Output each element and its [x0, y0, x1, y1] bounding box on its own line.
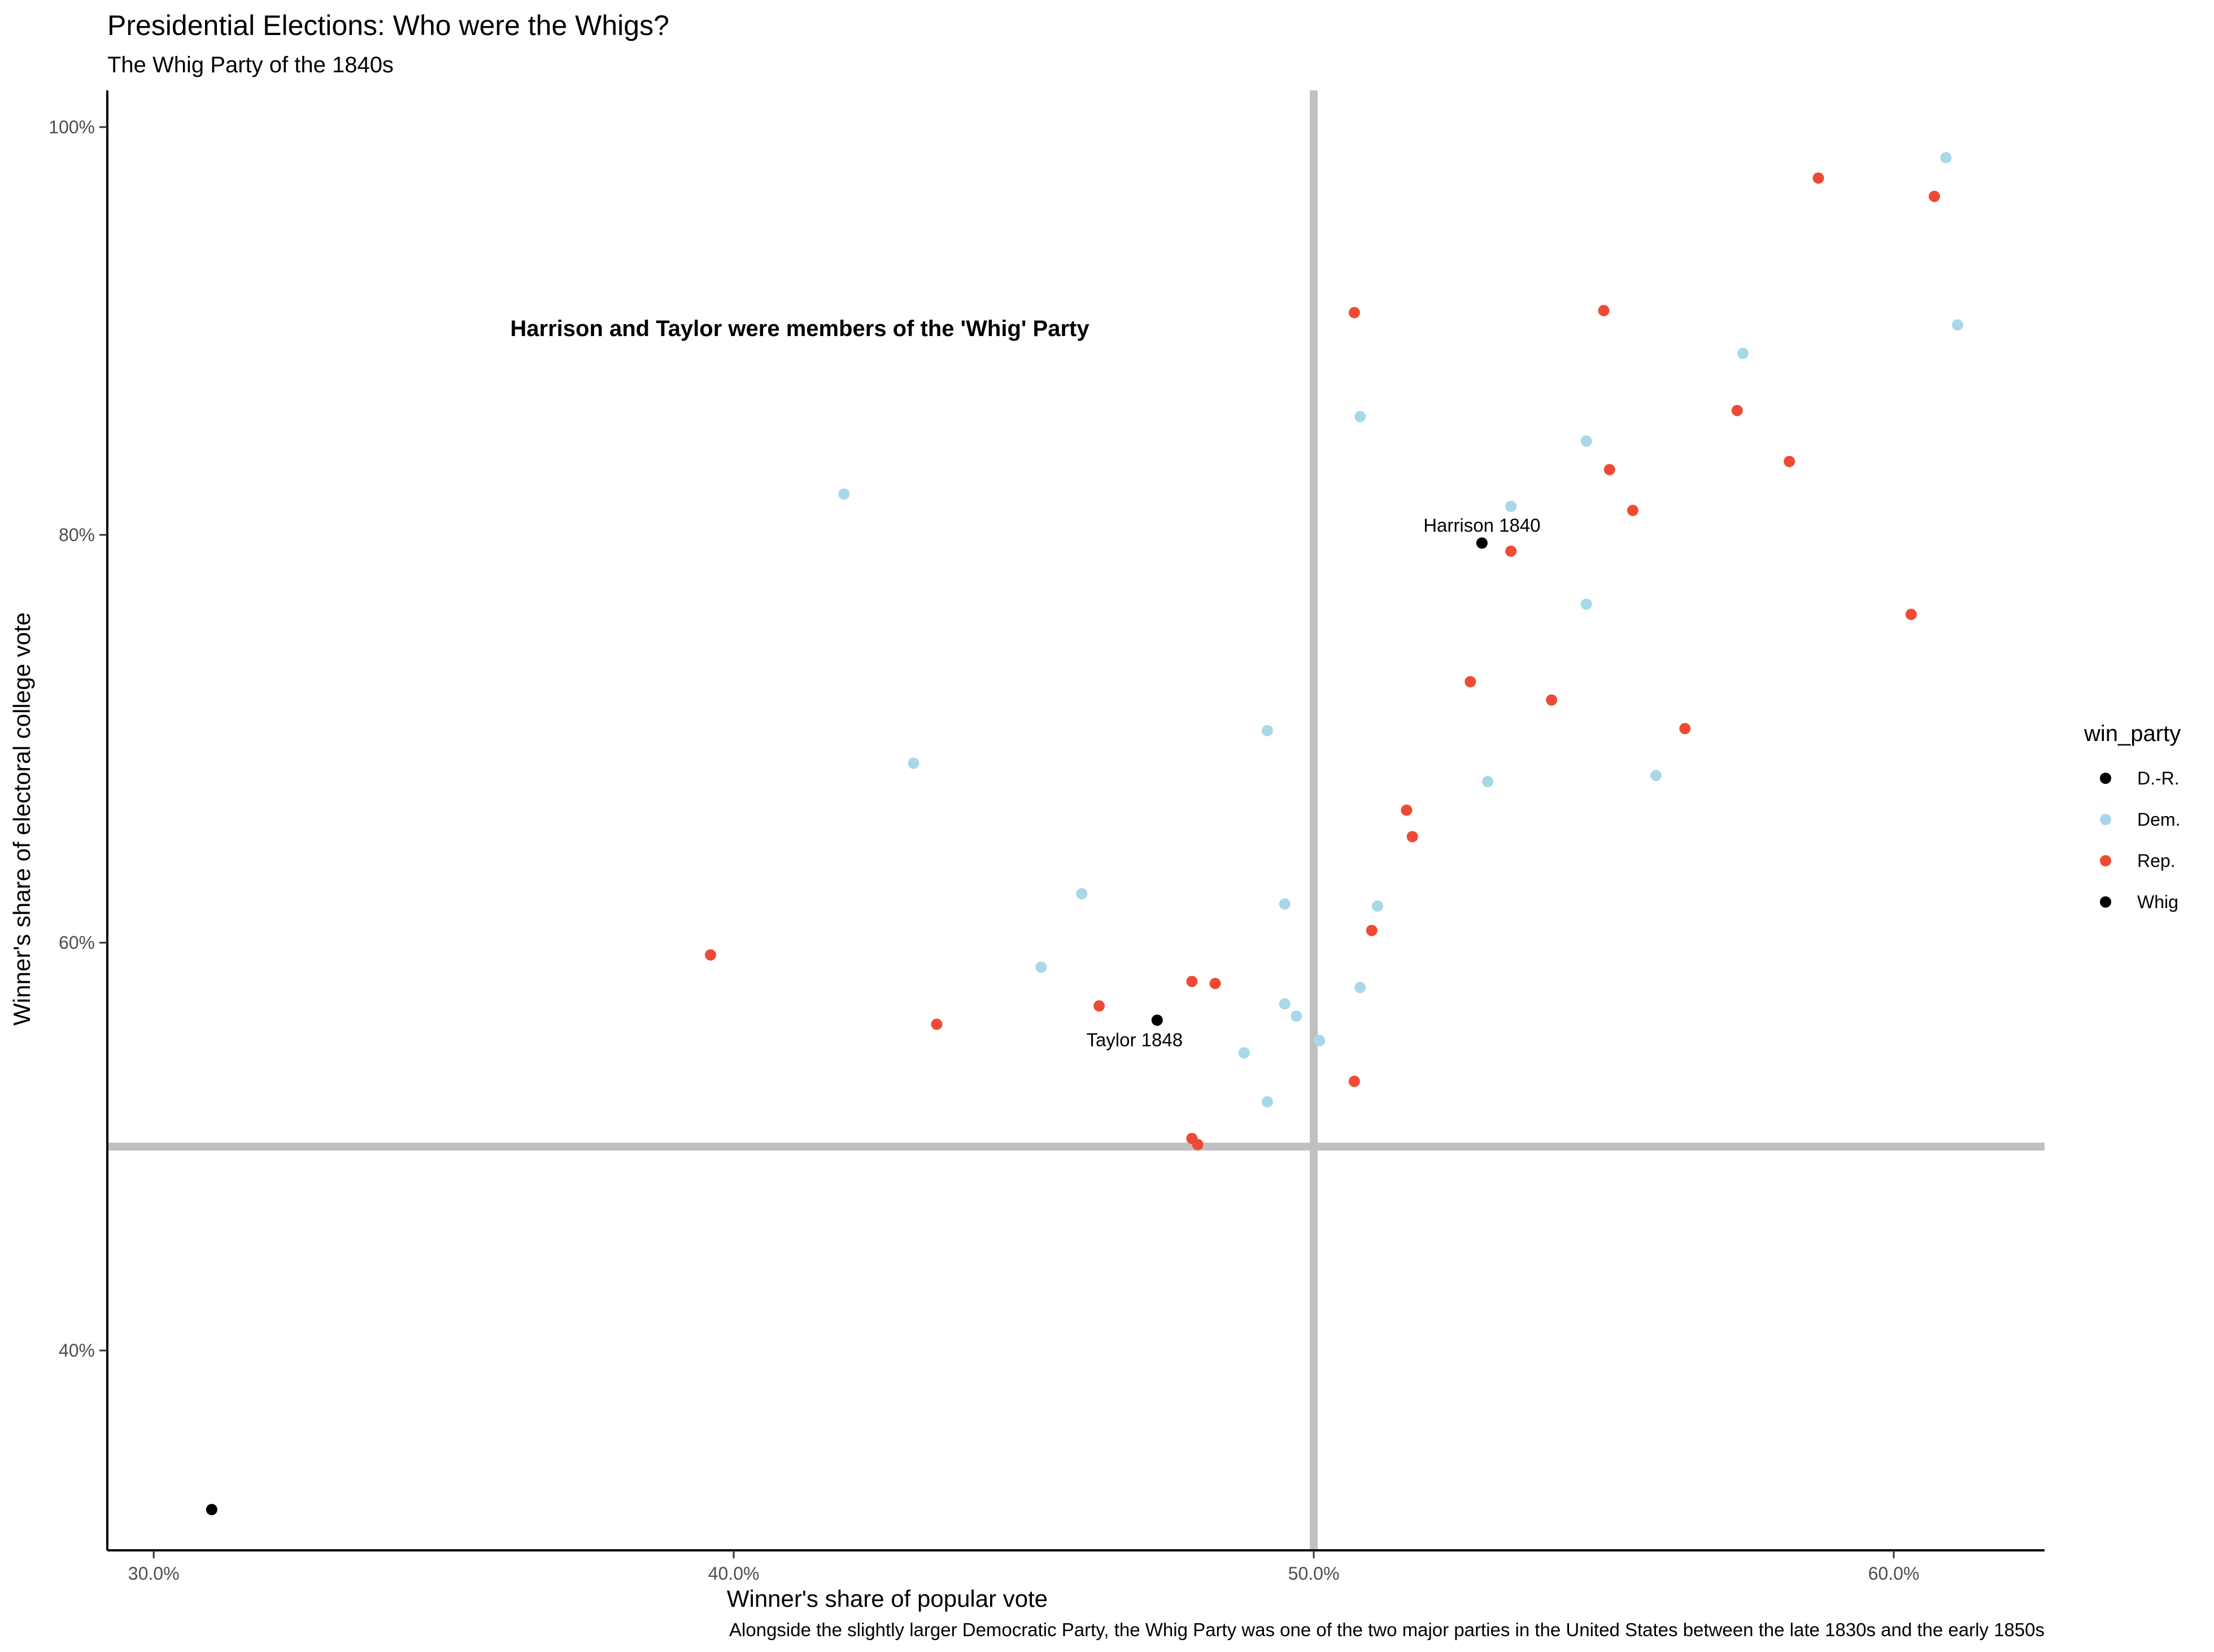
x-axis-title: Winner's share of popular vote — [727, 1585, 1048, 1612]
y-tick-label: 80% — [59, 525, 95, 545]
data-point-dem — [1482, 775, 1494, 787]
data-point-rep — [1366, 925, 1378, 936]
data-point-dem — [1279, 998, 1291, 1010]
data-point-dem — [1035, 961, 1047, 973]
data-point-whig — [1151, 1014, 1163, 1026]
data-point-rep — [1812, 172, 1824, 184]
y-axis-title: Winner's share of electoral college vote — [8, 612, 35, 1026]
data-point-rep — [1627, 504, 1638, 516]
y-tick-label: 60% — [59, 932, 95, 953]
data-point-rep — [1546, 694, 1558, 706]
data-point-rep — [1505, 545, 1517, 557]
data-point-dem — [1354, 411, 1366, 422]
data-point-rep — [1784, 456, 1795, 468]
data-point-rep — [1186, 975, 1198, 987]
data-point-rep — [705, 949, 717, 961]
y-tick-label: 100% — [49, 117, 95, 137]
point-label: Taylor 1848 — [1086, 1029, 1183, 1050]
data-point-dem — [1076, 888, 1088, 900]
data-point-rep — [1209, 978, 1221, 990]
chart-annotation: Harrison and Taylor were members of the … — [510, 316, 1089, 341]
data-point-rep — [1905, 608, 1917, 620]
data-point-rep — [1603, 464, 1615, 476]
data-point-dem — [1354, 982, 1366, 993]
x-axis-ticks: 30.0% 40.0% 50.0% 60.0% — [128, 1550, 1920, 1584]
data-point-d-r — [206, 1503, 217, 1515]
data-point-dem — [1291, 1010, 1302, 1022]
point-label: Harrison 1840 — [1423, 515, 1540, 535]
data-point-rep — [931, 1018, 943, 1030]
data-point-rep — [1348, 307, 1360, 319]
legend-title: win_party — [2084, 721, 2181, 746]
legend-key — [2100, 814, 2111, 825]
data-point-whig — [1476, 537, 1488, 549]
y-axis-ticks: 40% 60% 80% 100% — [49, 117, 107, 1361]
data-point-rep — [1192, 1139, 1204, 1150]
data-point-rep — [1731, 404, 1743, 416]
data-point-dem — [1737, 347, 1749, 359]
chart-subtitle: The Whig Party of the 1840s — [107, 53, 394, 77]
legend-label: D.-R. — [2137, 768, 2180, 788]
data-point-rep — [1348, 1075, 1360, 1087]
data-point-rep — [1465, 675, 1476, 687]
chart-caption: Alongside the slightly larger Democratic… — [729, 1619, 2045, 1640]
data-point-rep — [1928, 190, 1940, 202]
data-point-dem — [1238, 1047, 1250, 1059]
data-point-dem — [1650, 770, 1662, 782]
data-point-dem — [1372, 900, 1384, 912]
data-point-rep — [1406, 831, 1418, 843]
data-point-dem — [1314, 1035, 1326, 1047]
data-point-dem — [908, 757, 919, 769]
data-point-rep — [1401, 804, 1413, 816]
legend-key — [2100, 855, 2111, 866]
legend-label: Rep. — [2137, 851, 2176, 871]
data-point-dem — [1951, 319, 1963, 331]
point-labels: Harrison 1840 Taylor 1848 — [1086, 515, 1540, 1050]
legend-key — [2100, 773, 2111, 784]
x-tick-label: 40.0% — [708, 1563, 760, 1584]
data-point-rep — [1679, 723, 1691, 735]
data-point-dem — [1580, 435, 1592, 447]
data-point-dem — [1279, 898, 1291, 910]
data-point-dem — [1940, 152, 1952, 164]
data-point-dem — [838, 488, 850, 500]
data-point-rep — [1093, 1000, 1105, 1012]
legend-label: Dem. — [2137, 809, 2180, 830]
data-points — [206, 152, 1963, 1515]
legend-key — [2100, 896, 2111, 908]
x-tick-label: 50.0% — [1288, 1563, 1340, 1584]
data-point-rep — [1598, 304, 1610, 316]
chart-title: Presidential Elections: Who were the Whi… — [107, 10, 669, 41]
data-point-dem — [1580, 598, 1592, 610]
x-tick-label: 60.0% — [1868, 1563, 1920, 1584]
data-point-dem — [1261, 1096, 1273, 1108]
y-tick-label: 40% — [59, 1340, 95, 1361]
legend-label: Whig — [2137, 892, 2178, 912]
legend: win_party D.-R. Dem. Rep. Whig — [2084, 721, 2181, 912]
data-point-dem — [1505, 500, 1517, 512]
x-tick-label: 30.0% — [128, 1563, 180, 1584]
data-point-dem — [1261, 725, 1273, 736]
reference-lines — [107, 90, 2045, 1550]
